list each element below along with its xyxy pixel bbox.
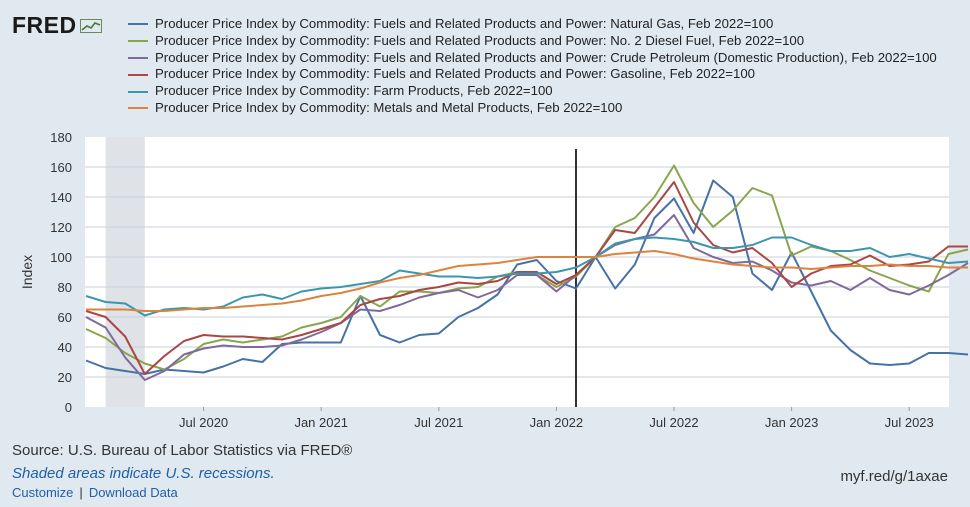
- series-line-crude: [85, 214, 969, 381]
- series-line-metals: [86, 250, 968, 312]
- legend-label: Producer Price Index by Commodity: Farm …: [155, 83, 553, 99]
- y-tick-label: 20: [58, 370, 72, 385]
- chart-legend: Producer Price Index by Commodity: Fuels…: [128, 16, 970, 117]
- series-line-natural-gas: [85, 179, 969, 375]
- legend-item-gasoline[interactable]: Producer Price Index by Commodity: Fuels…: [128, 66, 970, 83]
- legend-item-metals[interactable]: Producer Price Index by Commodity: Metal…: [128, 100, 970, 117]
- legend-label: Producer Price Index by Commodity: Fuels…: [155, 49, 937, 65]
- x-tick-label: Jul 2023: [885, 415, 934, 430]
- recession-shade: [105, 137, 145, 407]
- recession-note: Shaded areas indicate U.S. recessions.: [12, 465, 275, 482]
- y-tick-label: 180: [50, 130, 72, 145]
- y-tick-label: 0: [65, 400, 72, 415]
- fred-logo: FRED: [12, 12, 102, 39]
- footer-links: Customize | Download Data: [12, 485, 178, 500]
- chart-line-icon: [79, 18, 102, 33]
- y-tick-label: 140: [50, 190, 72, 205]
- legend-swatch: [128, 56, 148, 59]
- short-url[interactable]: myf.red/g/1axae: [840, 468, 948, 485]
- y-tick-label: 60: [58, 310, 72, 325]
- x-tick-label: Jul 2022: [649, 415, 698, 430]
- y-axis-label: Index: [19, 255, 35, 289]
- series-line-gasoline: [85, 181, 968, 375]
- legend-item-natural-gas[interactable]: Producer Price Index by Commodity: Fuels…: [128, 16, 970, 33]
- line-chart: 0 20 40 60 80 100 120 140 160 180 Jul 2020 Jan 202…: [19, 130, 969, 430]
- y-tick-label: 80: [58, 280, 72, 295]
- legend-swatch: [128, 107, 148, 110]
- x-tick-label: Jan 2022: [530, 415, 584, 430]
- legend-swatch: [128, 90, 148, 93]
- legend-item-crude[interactable]: Producer Price Index by Commodity: Fuels…: [128, 50, 970, 67]
- x-tick-label: Jul 2021: [414, 415, 463, 430]
- legend-item-diesel[interactable]: Producer Price Index by Commodity: Fuels…: [128, 33, 970, 50]
- source-note: Source: U.S. Bureau of Labor Statistics …: [12, 442, 353, 459]
- legend-swatch: [128, 73, 148, 76]
- legend-swatch: [128, 23, 148, 26]
- y-tick-label: 40: [58, 340, 72, 355]
- legend-label: Producer Price Index by Commodity: Fuels…: [155, 32, 805, 48]
- link-separator: |: [79, 485, 83, 500]
- legend-item-farm[interactable]: Producer Price Index by Commodity: Farm …: [128, 83, 970, 100]
- series-line-farm: [85, 236, 969, 317]
- y-tick-label: 120: [50, 220, 72, 235]
- download-data-link[interactable]: Download Data: [88, 485, 178, 500]
- fred-logo-text: FRED: [12, 12, 77, 38]
- legend-label: Producer Price Index by Commodity: Metal…: [155, 99, 623, 115]
- legend-swatch: [128, 40, 148, 43]
- legend-label: Producer Price Index by Commodity: Fuels…: [155, 66, 755, 82]
- legend-label: Producer Price Index by Commodity: Fuels…: [155, 16, 774, 31]
- x-tick-label: Jul 2020: [179, 415, 228, 430]
- x-tick-label: Jan 2021: [294, 415, 348, 430]
- customize-link[interactable]: Customize: [12, 485, 74, 500]
- y-tick-label: 100: [50, 250, 72, 265]
- x-tick-label: Jan 2023: [765, 415, 819, 430]
- y-tick-label: 160: [50, 160, 72, 175]
